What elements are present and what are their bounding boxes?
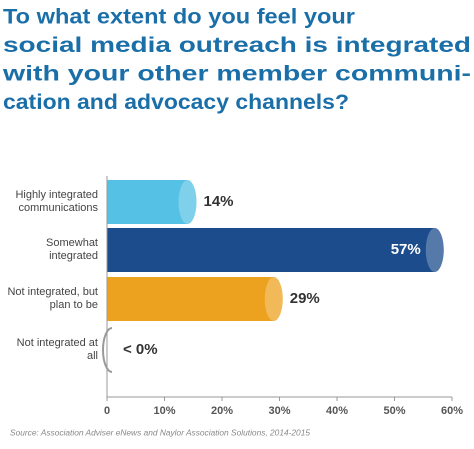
category-label: Not integrated, but plan to be xyxy=(7,286,98,311)
chart-title: To what extent do you feel your xyxy=(3,6,355,29)
bar xyxy=(102,327,113,373)
x-tick-label: 20% xyxy=(211,405,233,417)
value-label: 57% xyxy=(391,241,421,258)
bar-cap-face xyxy=(178,180,197,224)
bar xyxy=(107,228,435,272)
value-label: 14% xyxy=(204,193,234,210)
bar xyxy=(107,180,188,224)
x-tick-label: 0 xyxy=(104,405,110,417)
x-tick-label: 40% xyxy=(326,405,348,417)
bar-cap xyxy=(425,228,444,272)
chart-title: social media outreach is integrated xyxy=(3,34,471,57)
x-tick-label: 60% xyxy=(441,405,463,417)
x-tick-label: 30% xyxy=(268,405,290,417)
bar xyxy=(107,277,274,321)
x-tick-label: 10% xyxy=(153,405,175,417)
value-label: 29% xyxy=(290,290,320,307)
bar-cap-face xyxy=(425,228,444,272)
category-label: Not integrated at all xyxy=(16,337,98,362)
category-label: Somewhat integrated xyxy=(46,237,98,262)
source-note: Source: Association Adviser eNews and Na… xyxy=(10,427,310,437)
bar-cap-face xyxy=(264,277,283,321)
bar-cap xyxy=(178,180,197,224)
chart-title: cation and advocacy channels? xyxy=(3,91,349,114)
value-label: < 0% xyxy=(123,341,158,358)
bar-cap xyxy=(264,277,283,321)
x-tick-label: 50% xyxy=(383,405,405,417)
category-label: Highly integrated communications xyxy=(15,189,98,214)
chart-title: with your other member communi- xyxy=(2,63,471,86)
